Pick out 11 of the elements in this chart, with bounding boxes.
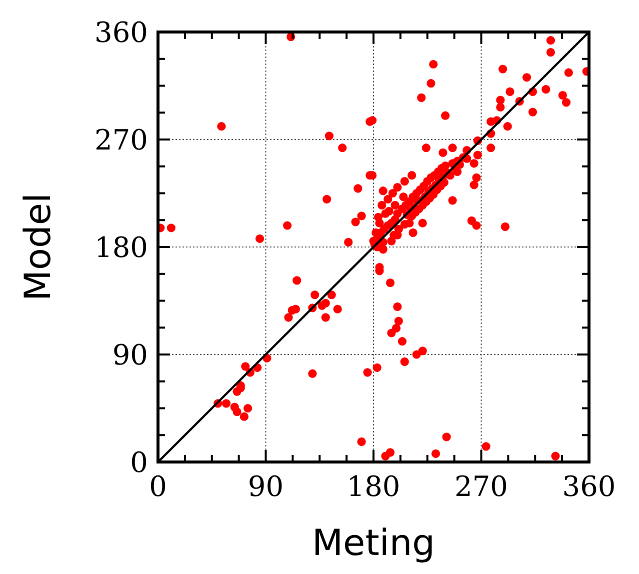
y-tick-label: 90 <box>112 338 148 372</box>
y-axis-title: Model <box>18 192 59 302</box>
x-tick-label: 270 <box>454 470 508 503</box>
y-tick-label: 180 <box>94 230 148 264</box>
y-tick-label: 270 <box>94 123 148 156</box>
y-tick-label: 360 <box>94 16 148 49</box>
x-tick-label: 360 <box>562 470 616 503</box>
x-axis-title: Meting <box>312 523 435 564</box>
y-tick-label: 0 <box>130 446 148 479</box>
x-tick-label: 180 <box>346 470 400 503</box>
x-tick-label: 90 <box>248 470 284 503</box>
